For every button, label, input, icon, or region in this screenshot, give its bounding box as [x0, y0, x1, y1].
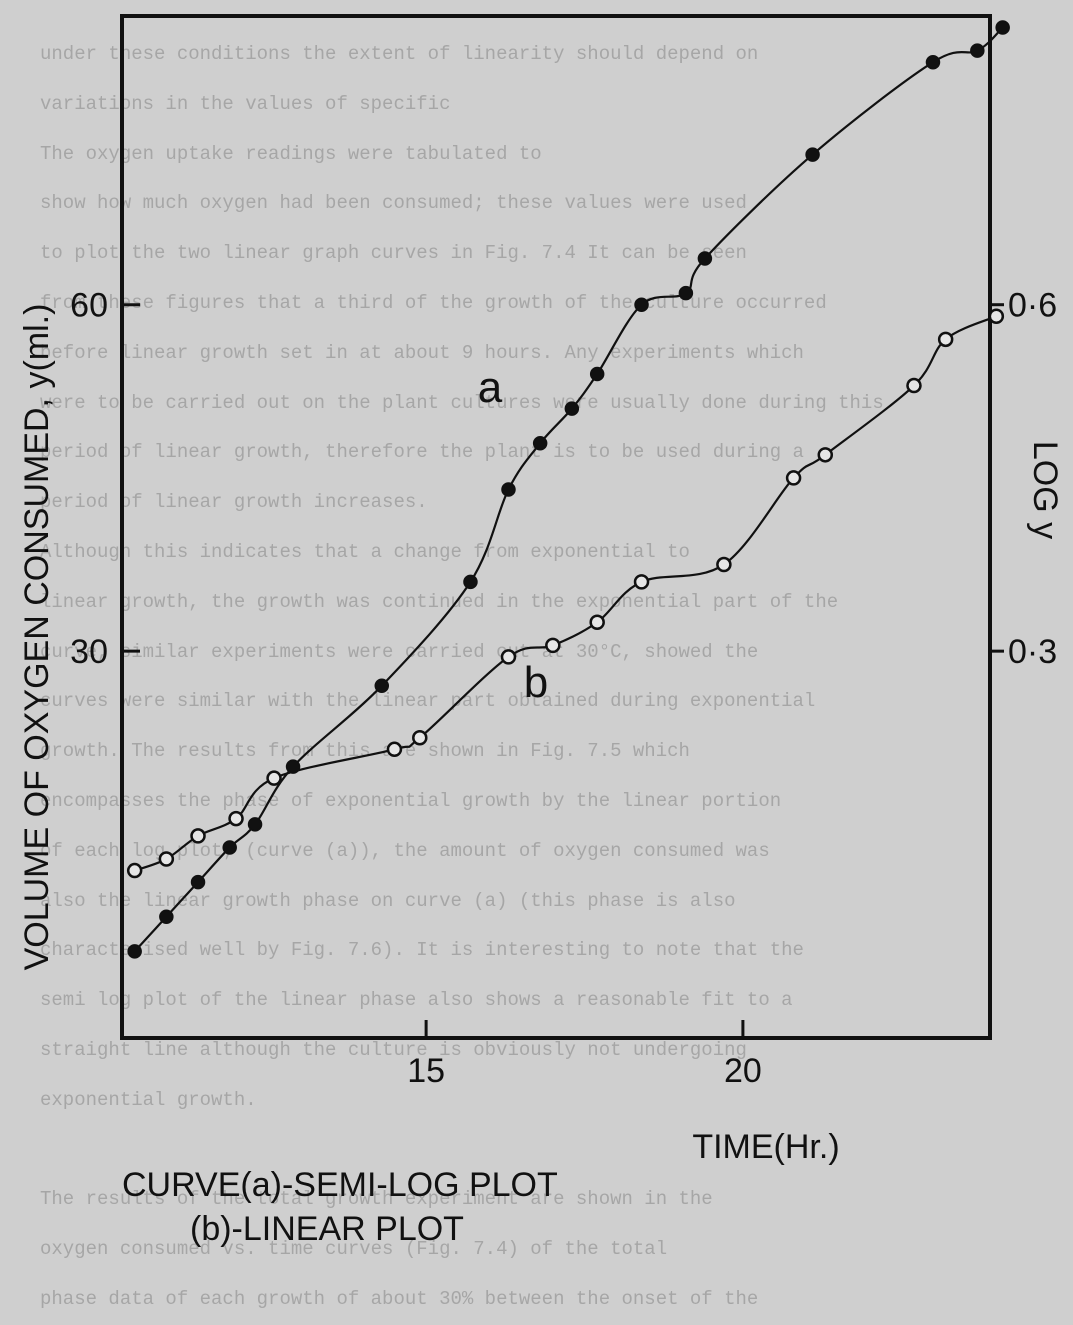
- series-a-point: [159, 909, 174, 924]
- x-axis-title: TIME(Hr.): [692, 1128, 839, 1166]
- series-a-point: [463, 574, 478, 590]
- caption-line-1: CURVE(a)-SEMI-LOG PLOT: [122, 1166, 558, 1204]
- background-text-line: The oxygen uptake readings were tabulate…: [40, 142, 542, 165]
- background-text-line: Although this indicates that a change fr…: [40, 540, 690, 563]
- series-b-point: [716, 556, 732, 573]
- series-a-point: [374, 678, 390, 694]
- series-a-line: [133, 26, 1004, 953]
- background-text-line: The results of the total growth experime…: [40, 1188, 713, 1211]
- series-a-point: [190, 874, 206, 890]
- series-b-point: [633, 574, 650, 590]
- y-right-tick-label: 0·6: [1008, 287, 1057, 325]
- series-a-point: [532, 436, 548, 451]
- series-a-point: [925, 54, 941, 70]
- series-b-point: [412, 730, 428, 746]
- background-text-line: from these figures that a third of the g…: [40, 291, 827, 314]
- series-b-label: b: [524, 658, 548, 707]
- curves: [133, 26, 1004, 953]
- background-text-line: period of linear growth, therefore the p…: [40, 441, 804, 464]
- background-text-line: period of linear growth increases.: [40, 491, 428, 514]
- series-a-point: [805, 147, 820, 162]
- series-b-point: [228, 810, 244, 827]
- caption-line-2: (b)-LINEAR PLOT: [190, 1210, 464, 1248]
- series-b-point: [545, 637, 561, 654]
- background-text-line: under these conditions the extent of lin…: [40, 43, 759, 65]
- series-a-point: [285, 759, 301, 774]
- background-text-line: of each log plot; (curve (a)), the amoun…: [40, 839, 770, 862]
- series-a-point: [970, 43, 985, 58]
- series-a-point: [222, 840, 237, 855]
- y-tick-label: 30: [70, 633, 108, 671]
- series-b-point: [937, 331, 954, 348]
- y-tick-label: 60: [70, 287, 108, 325]
- series-b-point: [785, 470, 802, 486]
- series-b-point: [988, 308, 1005, 324]
- series-a-label: a: [478, 363, 503, 412]
- series-a-point: [678, 285, 694, 301]
- y-axis-title: VOLUME OF OXYGEN CONSUMED, y(ml.): [18, 304, 56, 971]
- background-text-line: encompasses the phase of exponential gro…: [40, 789, 782, 812]
- series-b-point: [266, 770, 282, 786]
- y-right-tick-label: 0·3: [1008, 633, 1057, 671]
- series-a-point: [247, 817, 263, 832]
- background-text-line: exponential growth.: [40, 1088, 257, 1111]
- series-b-point: [158, 851, 175, 867]
- background-text-line: variations in the values of specific: [40, 92, 451, 115]
- series-b-line: [134, 315, 997, 872]
- x-tick-label: 20: [724, 1052, 762, 1090]
- background-text-line: phase data of each growth of about 30% b…: [40, 1287, 759, 1310]
- x-tick-label: 15: [407, 1052, 445, 1090]
- series-b-point: [906, 377, 922, 394]
- labels: 15 20 30 60 0·3 0·6 VOLUME OF OXYGEN CONSUMED,…: [18, 287, 1064, 1248]
- points: [126, 20, 1010, 959]
- plot-frame: [120, 14, 992, 1040]
- series-b-point: [386, 741, 403, 758]
- series-a-point: [634, 297, 649, 312]
- series-b-point: [190, 828, 206, 844]
- series-b-point: [817, 447, 834, 463]
- chart: 15 20 30 60 0·3 0·6 VOLUME OF OXYGEN CONSUMED,…: [18, 14, 1064, 1248]
- background-text-line: curves were similar with the linear part…: [40, 690, 816, 713]
- background-text-line: linear growth, the growth was continued …: [40, 590, 839, 613]
- series-a-point: [995, 20, 1010, 35]
- ticks: [122, 303, 1004, 1038]
- background-text-line: to plot the two linear graph curves in F…: [40, 242, 747, 265]
- series-a-point: [697, 251, 713, 266]
- series-b-point: [589, 614, 605, 631]
- series-a-point: [564, 401, 580, 416]
- y-right-axis-title: LOG y: [1026, 441, 1064, 539]
- series-a-point: [501, 482, 516, 497]
- series-a-point: [127, 944, 142, 959]
- background-text-line: straight line although the culture is ob…: [40, 1038, 747, 1061]
- background-text-line: characterised well by Fig. 7.6). It is i…: [40, 939, 804, 962]
- series-a-point: [589, 366, 605, 382]
- background-text-line: were to be carried out on the plant cult…: [40, 391, 884, 414]
- series-b-point: [500, 649, 517, 665]
- series-b-point: [126, 862, 143, 879]
- background-text-line: before linear growth set in at about 9 h…: [40, 341, 804, 364]
